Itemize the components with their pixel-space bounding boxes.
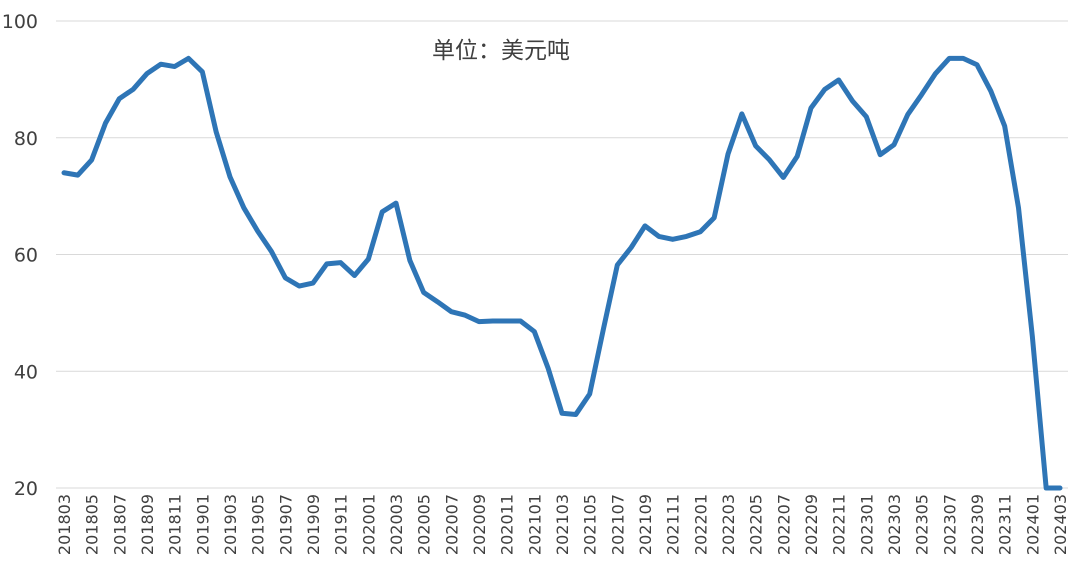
x-tick-label: 202309 [968,494,987,555]
x-tick-label: 201903 [221,494,240,555]
x-tick-label: 202211 [830,494,849,555]
x-tick-label: 202311 [996,494,1015,555]
x-tick-label: 201907 [276,494,295,555]
x-tick-label: 202205 [747,494,766,555]
y-axis: 20 40 60 80 100 [2,11,38,500]
y-tick-label: 100 [2,11,38,33]
x-tick-label: 201905 [249,494,268,555]
x-tick-label: 202009 [470,494,489,555]
x-tick-label: 202307 [940,494,959,555]
x-tick-label: 202111 [664,494,683,555]
x-tick-label: 201811 [166,494,185,555]
x-tick-label: 201803 [55,494,74,555]
x-tick-label: 201807 [110,494,129,555]
x-tick-label: 202207 [774,494,793,555]
x-tick-label: 201809 [138,494,157,555]
y-tick-label: 40 [14,361,38,383]
x-tick-label: 202001 [359,494,378,555]
x-tick-label: 202303 [885,494,904,555]
x-tick-label: 202107 [608,494,627,555]
x-tick-label: 202403 [1051,494,1070,555]
x-tick-label: 202105 [581,494,600,555]
x-tick-label: 202301 [857,494,876,555]
x-tick-label: 202103 [553,494,572,555]
x-tick-label: 202209 [802,494,821,555]
series-line-0 [61,55,1063,491]
x-tick-label: 202305 [913,494,932,555]
unit-annotation: 单位：美元吨 [432,38,570,64]
x-tick-label: 202101 [525,494,544,555]
x-tick-label: 201909 [304,494,323,555]
x-axis: 201803 201805 201807 201809 201811 201901 2019… [55,494,1070,555]
x-tick-label: 201805 [83,494,102,555]
x-tick-label: 202109 [636,494,655,555]
y-tick-label: 60 [14,245,38,267]
x-tick-label: 201901 [193,494,212,555]
x-tick-label: 202007 [442,494,461,555]
x-tick-label: 202203 [719,494,738,555]
x-tick-label: 202005 [415,494,434,555]
y-tick-label: 20 [14,478,38,500]
x-tick-label: 202201 [691,494,710,555]
y-tick-label: 80 [14,128,38,150]
x-tick-label: 201911 [332,494,351,555]
x-tick-label: 202401 [1023,494,1042,555]
x-tick-label: 202003 [387,494,406,555]
series-group [61,55,1063,491]
x-tick-label: 202011 [498,494,517,555]
